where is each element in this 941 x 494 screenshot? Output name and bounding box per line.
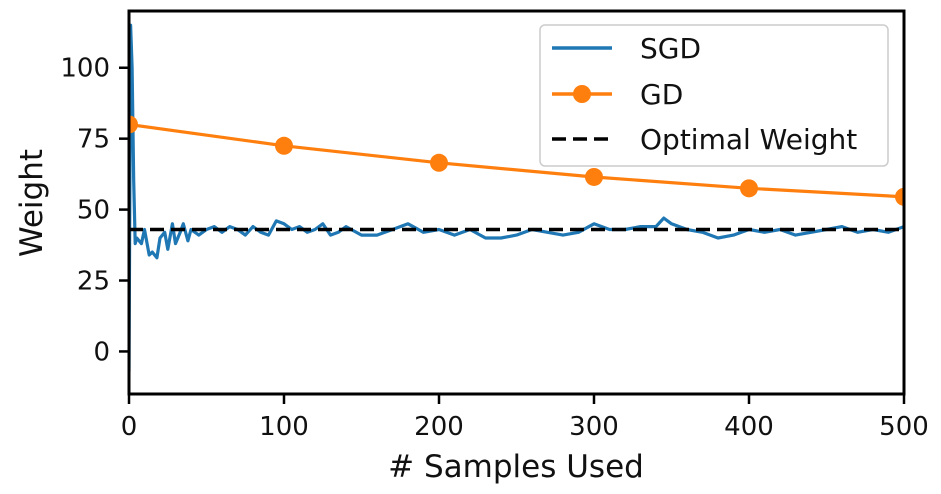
series-point-gd (585, 167, 603, 186)
y-tick-label: 25 (77, 267, 110, 297)
y-tick-label: 50 (77, 196, 110, 226)
x-tick-label: 400 (724, 412, 774, 442)
legend: SGD GD Optimal Weight (539, 24, 889, 167)
x-tick-label: 500 (879, 412, 929, 442)
series-point-gd (275, 136, 293, 155)
legend-label: GD (640, 78, 683, 111)
y-tick-label: 100 (60, 54, 110, 84)
series-layer (129, 23, 904, 372)
x-tick-label: 200 (414, 412, 464, 442)
y-axis: 0 25 50 75 100 (60, 54, 129, 367)
legend-label: SGD (640, 32, 701, 65)
series-point-gd (740, 179, 758, 198)
legend-box (539, 24, 889, 167)
x-tick-label: 300 (569, 412, 619, 442)
x-axis-label: # Samples Used (388, 449, 644, 485)
plot-frame (127, 9, 906, 396)
x-axis: 0 100 200 300 400 500 (121, 394, 929, 442)
series-point-gd (129, 115, 138, 134)
series-point-gd (895, 187, 904, 206)
series-point-gd (430, 153, 448, 172)
legend-label: Optimal Weight (640, 123, 857, 156)
y-tick-label: 0 (93, 337, 110, 367)
series-line-gd (129, 122, 904, 199)
x-tick-label: 100 (259, 412, 309, 442)
legend-marker-gd (573, 85, 591, 103)
y-tick-label: 75 (77, 125, 110, 155)
series-line-sgd (129, 23, 904, 372)
y-axis-label: Weight (14, 149, 50, 257)
x-tick-label: 0 (121, 412, 138, 442)
